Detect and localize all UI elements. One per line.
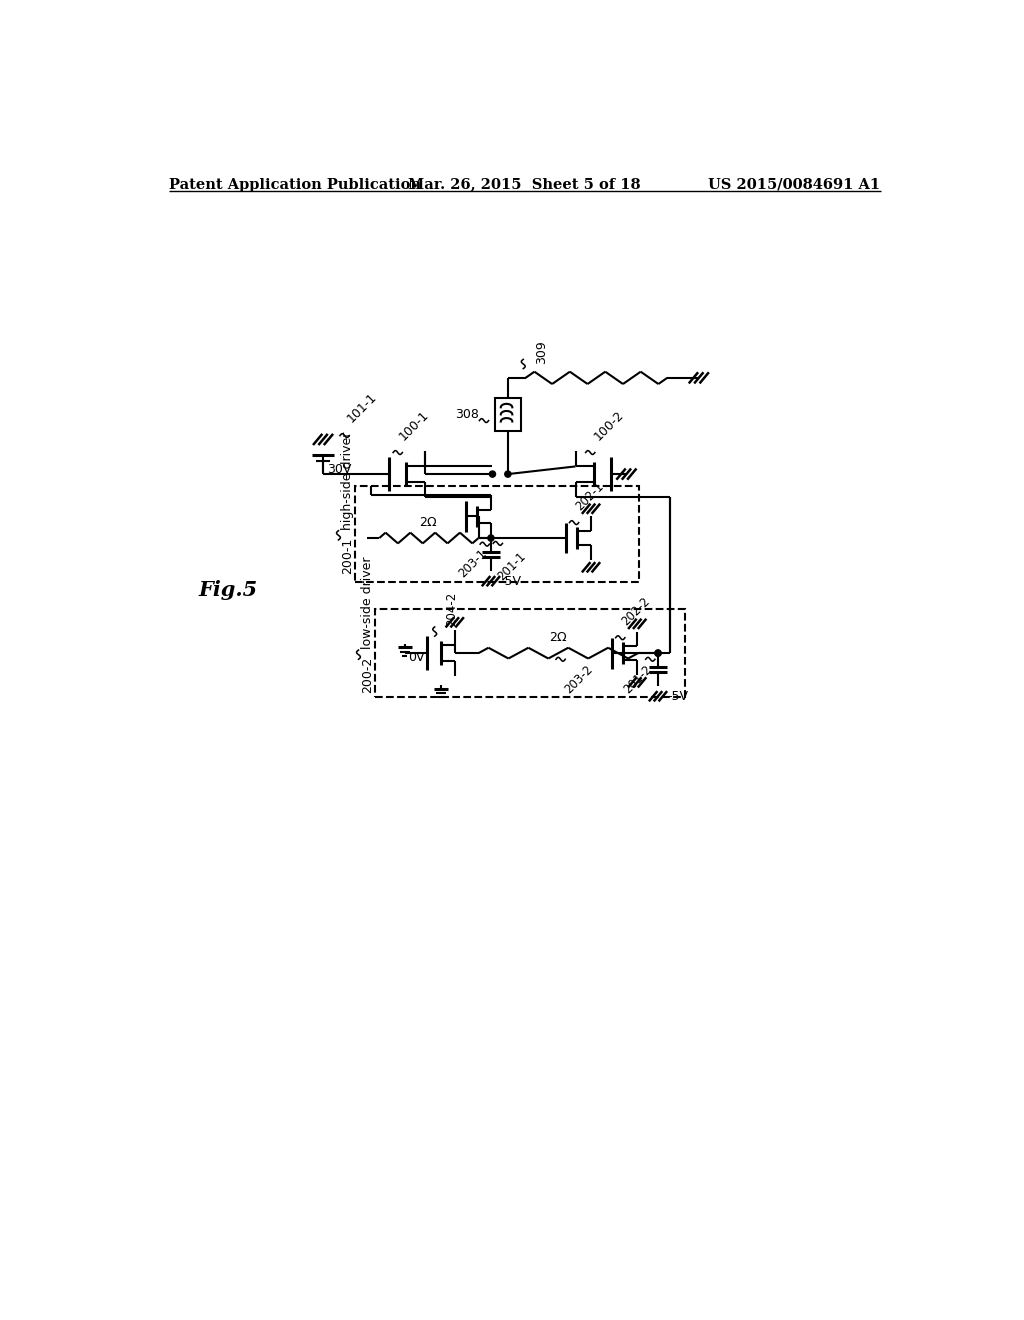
Text: Fig.5: Fig.5 [199, 579, 257, 599]
Text: low-side driver: low-side driver [361, 557, 374, 649]
Text: -5V: -5V [668, 690, 688, 702]
Text: 200-1: 200-1 [341, 537, 354, 574]
Bar [376, 609, 685, 697]
Text: US 2015/0084691 A1: US 2015/0084691 A1 [709, 178, 881, 191]
Text: 203-1: 203-1 [456, 548, 489, 581]
Text: 0V: 0V [409, 651, 425, 664]
Text: 203-2: 203-2 [562, 663, 596, 696]
Text: 101-1: 101-1 [345, 391, 379, 425]
Text: 100-1: 100-1 [397, 408, 432, 444]
Circle shape [487, 535, 494, 541]
Text: 308: 308 [455, 408, 478, 421]
Text: 201-2: 201-2 [621, 663, 654, 696]
Text: 2$\Omega$: 2$\Omega$ [420, 516, 438, 529]
Text: 200-2: 200-2 [361, 657, 374, 693]
Text: 202-2: 202-2 [620, 595, 653, 628]
Text: 100-2: 100-2 [592, 408, 627, 444]
Text: Patent Application Publication: Patent Application Publication [169, 178, 421, 191]
Text: high-side driver: high-side driver [341, 432, 354, 529]
Text: 202-1: 202-1 [573, 480, 607, 513]
Text: 204-2: 204-2 [444, 591, 458, 626]
Circle shape [489, 471, 496, 478]
Text: 30V: 30V [327, 462, 351, 475]
Text: 201-1: 201-1 [495, 549, 528, 583]
Text: 2$\Omega$: 2$\Omega$ [549, 631, 568, 644]
Circle shape [655, 649, 662, 656]
Text: Mar. 26, 2015  Sheet 5 of 18: Mar. 26, 2015 Sheet 5 of 18 [409, 178, 641, 191]
Bar [355, 486, 639, 582]
Circle shape [505, 471, 511, 478]
Text: 309: 309 [535, 341, 548, 364]
Text: -5V: -5V [500, 574, 521, 587]
Circle shape [655, 649, 662, 656]
Bar [495, 399, 521, 430]
